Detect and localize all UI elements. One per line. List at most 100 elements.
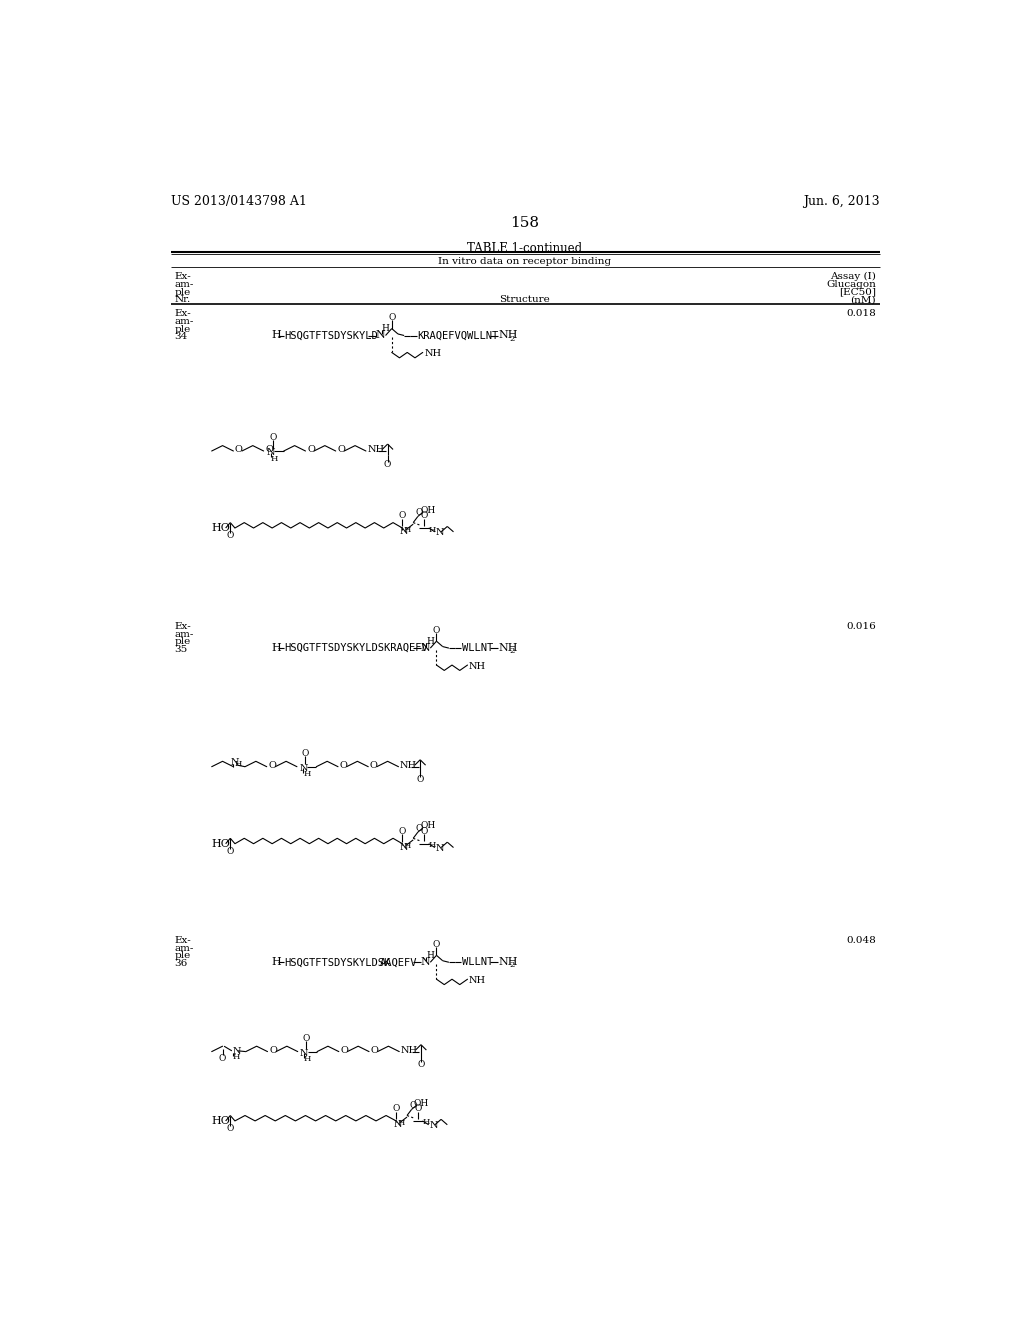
Text: NH: NH	[400, 1045, 418, 1055]
Text: N: N	[230, 758, 239, 767]
Text: N: N	[435, 528, 444, 537]
Text: H: H	[303, 771, 310, 779]
Text: H: H	[382, 325, 389, 333]
Text: N: N	[266, 447, 275, 457]
Text: OH: OH	[414, 1098, 429, 1107]
Text: NH: NH	[469, 663, 486, 671]
Text: Ex-: Ex-	[174, 622, 191, 631]
Text: ple: ple	[174, 952, 190, 961]
Text: O: O	[417, 775, 424, 784]
Text: O: O	[384, 459, 391, 469]
Text: O: O	[219, 1055, 226, 1063]
Text: 36: 36	[174, 960, 187, 968]
Text: NH: NH	[499, 957, 518, 968]
Text: N: N	[420, 957, 430, 968]
Text: (nM): (nM)	[850, 296, 876, 305]
Text: H: H	[403, 842, 412, 850]
Text: O: O	[416, 824, 423, 833]
Text: H: H	[403, 527, 412, 535]
Text: 34: 34	[174, 333, 187, 342]
Text: H: H	[270, 454, 278, 463]
Text: N: N	[299, 764, 308, 772]
Text: N: N	[429, 1121, 438, 1130]
Text: WLLNT: WLLNT	[462, 643, 494, 653]
Text: O: O	[410, 1101, 417, 1110]
Text: 2: 2	[509, 334, 515, 343]
Text: H: H	[232, 1053, 240, 1061]
Text: O: O	[416, 508, 423, 517]
Text: Ex-: Ex-	[174, 936, 191, 945]
Text: O: O	[371, 1045, 379, 1055]
Text: H: H	[429, 841, 436, 849]
Text: O: O	[302, 750, 309, 758]
Text: am-: am-	[174, 317, 194, 326]
Text: 0.016: 0.016	[846, 622, 876, 631]
Text: OH: OH	[420, 821, 435, 830]
Text: TABLE 1-continued: TABLE 1-continued	[467, 242, 583, 255]
Text: Assay (I): Assay (I)	[830, 272, 876, 281]
Text: NH: NH	[424, 350, 441, 359]
Text: Ex-: Ex-	[174, 309, 191, 318]
Text: AAQEFV: AAQEFV	[380, 957, 417, 968]
Text: O: O	[269, 433, 276, 442]
Text: am-: am-	[174, 630, 194, 639]
Text: O: O	[337, 445, 345, 454]
Text: NH: NH	[400, 760, 417, 770]
Text: 2: 2	[509, 647, 515, 655]
Text: H: H	[271, 643, 282, 653]
Text: HO: HO	[212, 838, 230, 849]
Text: O: O	[226, 847, 234, 855]
Text: NH: NH	[368, 445, 385, 454]
Text: NH: NH	[499, 330, 518, 341]
Text: HSQGTFTSDYSKYLDSK: HSQGTFTSDYSKYLDSK	[285, 957, 391, 968]
Text: N: N	[300, 1048, 308, 1057]
Text: O: O	[302, 1034, 310, 1043]
Text: Glucagon: Glucagon	[826, 280, 876, 289]
Text: N: N	[400, 528, 409, 536]
Text: WLLNT: WLLNT	[462, 957, 494, 968]
Text: O: O	[268, 760, 276, 770]
Text: H: H	[304, 1055, 311, 1064]
Text: ple: ple	[174, 288, 190, 297]
Text: O: O	[398, 826, 407, 836]
Text: O: O	[392, 1104, 399, 1113]
Text: O: O	[421, 511, 428, 520]
Text: O: O	[340, 1045, 348, 1055]
Text: Jun. 6, 2013: Jun. 6, 2013	[803, 195, 880, 209]
Text: O: O	[226, 531, 234, 540]
Text: N: N	[232, 1047, 241, 1056]
Text: O: O	[370, 760, 378, 770]
Text: HO: HO	[212, 1115, 230, 1126]
Text: O: O	[234, 445, 243, 454]
Text: H: H	[271, 330, 282, 341]
Text: O: O	[340, 760, 347, 770]
Text: O: O	[398, 511, 407, 520]
Text: N: N	[435, 843, 444, 853]
Text: O: O	[417, 1060, 425, 1069]
Text: O: O	[226, 1125, 234, 1133]
Text: O: O	[414, 1104, 422, 1113]
Text: N: N	[375, 330, 385, 341]
Text: O: O	[433, 626, 440, 635]
Text: H: H	[426, 950, 434, 960]
Text: 35: 35	[174, 645, 187, 653]
Text: Ex-: Ex-	[174, 272, 191, 281]
Text: KRAQEFVQWLLNT: KRAQEFVQWLLNT	[418, 330, 499, 341]
Text: US 2013/0143798 A1: US 2013/0143798 A1	[171, 195, 306, 209]
Text: O: O	[388, 313, 395, 322]
Text: O: O	[269, 1045, 276, 1055]
Text: In vitro data on receptor binding: In vitro data on receptor binding	[438, 257, 611, 265]
Text: 158: 158	[510, 216, 540, 230]
Text: Nr.: Nr.	[174, 296, 190, 305]
Text: 0.048: 0.048	[846, 936, 876, 945]
Text: N: N	[394, 1121, 402, 1129]
Text: am-: am-	[174, 944, 194, 953]
Text: HSQGTFTSDYSKYLD: HSQGTFTSDYSKYLD	[285, 330, 378, 341]
Text: H: H	[423, 1118, 430, 1126]
Text: H: H	[271, 957, 282, 968]
Text: HO: HO	[212, 523, 230, 533]
Text: NH: NH	[469, 977, 486, 985]
Text: ple: ple	[174, 325, 190, 334]
Text: H: H	[397, 1119, 406, 1127]
Text: H: H	[429, 525, 436, 533]
